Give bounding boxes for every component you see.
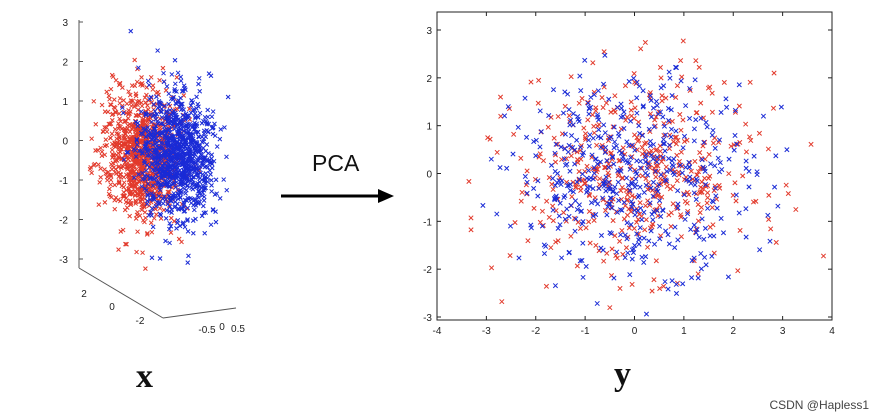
red-point [174,74,180,80]
red-point [132,57,138,63]
x-tick-label: 0 [219,322,225,333]
red-point [103,137,109,142]
left-points [87,28,231,272]
red-point [143,266,148,272]
y-tick-label: 2 [81,289,87,300]
red-point [129,103,134,109]
red-point [157,77,162,83]
red-point [139,103,145,109]
red-point [120,227,126,233]
red-point [109,131,115,137]
red-point [112,206,118,212]
red-point [145,103,150,108]
y-tick-label: -2 [136,316,145,327]
red-point [151,102,157,108]
y-axis [78,267,164,319]
red-point [117,116,122,122]
red-point [109,117,115,123]
red-point [144,92,149,98]
red-point [103,171,109,176]
red-point [99,153,105,159]
right-plot-label: y [614,356,631,393]
arrow-head [378,189,394,203]
x-tick-label: 0.5 [231,324,245,335]
red-point [138,100,144,106]
red-point [124,101,130,107]
red-point [134,249,139,255]
red-point [104,89,110,95]
watermark: CSDN @Hapless1 [769,398,869,412]
red-point [98,175,104,180]
z-tick-label: 0 [62,137,68,148]
x-axis [162,307,237,319]
z-tick-label: -1 [59,176,68,187]
red-point [173,183,178,188]
z-tick-label: -2 [59,216,68,227]
red-point [168,230,174,235]
x-tick-label: -0.5 [198,325,216,336]
red-point [96,202,102,208]
red-point [133,216,139,221]
red-point [140,250,145,256]
left-plot-label: x [136,358,153,395]
z-tick-label: 2 [62,58,68,69]
red-point [133,199,139,205]
z-tick-label: 3 [62,18,68,29]
red-point [118,229,124,234]
z-tick-label: -3 [59,255,68,266]
y-tick-label: 0 [109,302,115,313]
red-point [150,83,156,89]
red-point [99,102,105,108]
red-point [102,125,107,130]
red-point [108,86,114,92]
red-point [117,96,123,101]
red-point [96,162,101,168]
red-point [112,182,118,188]
z-tick-label: 1 [62,97,68,108]
red-point [111,97,117,102]
pca-arrow-label: PCA [312,150,360,176]
